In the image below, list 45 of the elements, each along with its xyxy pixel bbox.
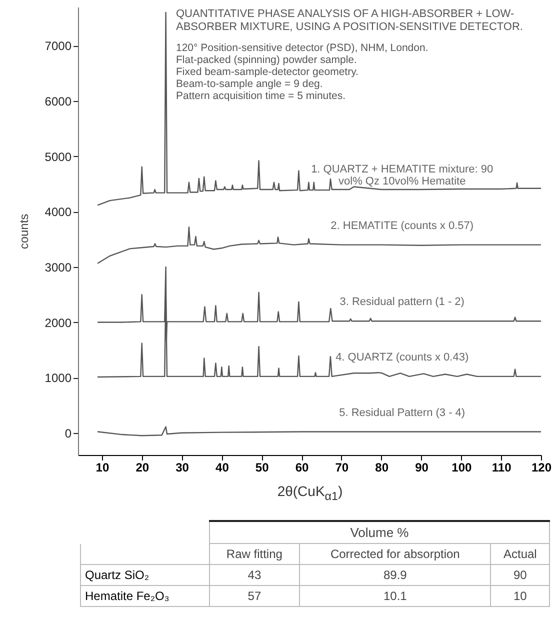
x-tick-label: 80: [375, 460, 389, 474]
x-tick-label: 40: [216, 460, 230, 474]
category-label: Corrected for absorption: [299, 544, 491, 564]
annotation: 120° Position-sensitive detector (PSD), NHM, London.: [176, 42, 430, 54]
y-tick-label: 2000: [44, 316, 72, 330]
text: 89.9: [299, 564, 491, 586]
series-label: 3. Residual pattern (1 - 2): [340, 296, 464, 308]
x-tick-label: 120: [531, 460, 552, 474]
series-label: 4. QUARTZ (counts x 0.43): [336, 351, 469, 364]
x-tick-label: 70: [335, 460, 349, 474]
y-tick-label: 6000: [44, 94, 72, 109]
text: 90: [490, 564, 550, 586]
text: 10.1: [299, 586, 491, 606]
annotation: Pattern acquisition time = 5 minutes.: [176, 90, 347, 102]
x-tick-label: 20: [136, 460, 150, 474]
series-label: 5. Residual Pattern (3 - 4): [339, 406, 466, 419]
category-label: Hematite Fe₂O₃: [85, 589, 170, 603]
x-tick-label: 50: [255, 460, 270, 474]
x-tick-label: 100: [452, 460, 472, 474]
y-tick-label: 7000: [44, 39, 72, 54]
annotation: Beam-to-sample angle = 9 deg.: [176, 78, 324, 90]
text: 57: [209, 586, 300, 606]
y-tick-label: 5000: [44, 150, 72, 164]
category-label: Actual: [490, 544, 550, 564]
y-axis-title: counts: [16, 214, 31, 250]
text: Volume %: [209, 521, 550, 544]
series-label: 2. HEMATITE (counts x 0.57): [330, 220, 474, 232]
y-tick-label: 0: [64, 426, 72, 440]
annotation: Flat-packed (spinning) powder sample.: [176, 54, 358, 66]
text: QUANTITATIVE PHASE ANALYSIS OF A HIGH-ABSORBER + LOW-ABSORBER MIXTURE, USING A POSITION-SENSITIVE DETECTOR.: [176, 8, 524, 34]
y-tick-label: 1000: [44, 371, 72, 386]
category-label: Quartz SiO₂: [85, 568, 150, 582]
text: 10: [490, 586, 550, 606]
x-tick-label: 30: [176, 460, 190, 474]
x-tick-label: 10: [96, 460, 110, 474]
annotation: Fixed beam-sample-detector geometry.: [176, 66, 360, 78]
text: 43: [209, 564, 300, 586]
x-tick-label: 110: [492, 460, 512, 474]
y-tick-label: 4000: [44, 205, 72, 220]
x-tick-label: 90: [415, 460, 429, 474]
category-label: Raw fitting: [209, 544, 300, 564]
series-label: 1. QUARTZ + HEMATITE mixture: 90 vol% Qz 10vol% Hematite: [311, 163, 494, 188]
y-tick-label: 3000: [44, 260, 72, 274]
x-axis-title: 2θ(CuK$_{α1}$): [276, 483, 344, 503]
x-tick-label: 60: [295, 460, 310, 474]
